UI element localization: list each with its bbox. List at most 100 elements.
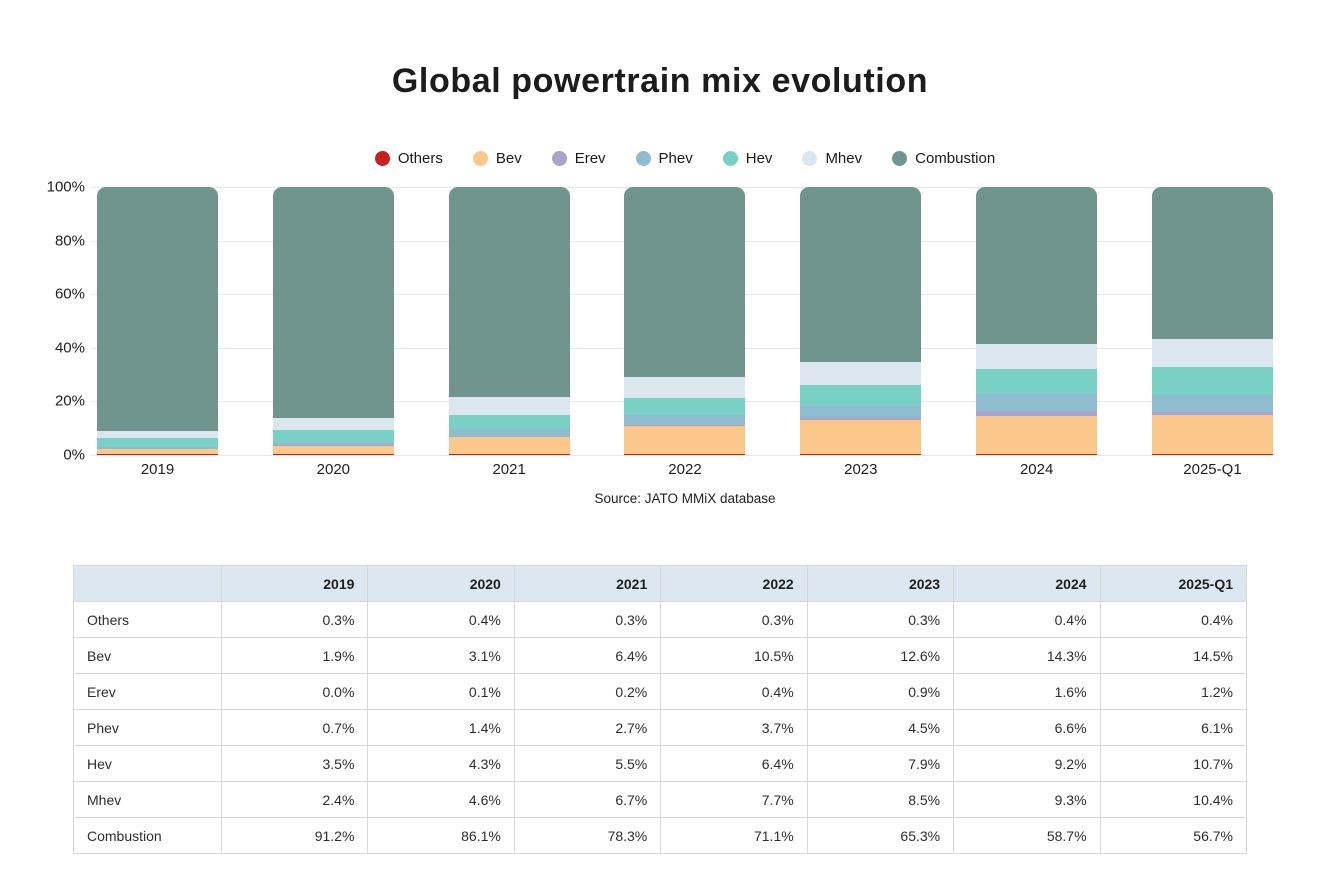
bar-2022 bbox=[624, 187, 746, 455]
legend-dot-icon bbox=[472, 151, 488, 166]
legend-label: Hev bbox=[745, 150, 773, 167]
table-cell: 12.6% bbox=[806, 637, 955, 674]
bar-segment-others-2021 bbox=[448, 454, 570, 455]
table-header-cell: 2020 bbox=[367, 565, 515, 602]
table-cell: 14.5% bbox=[1099, 637, 1248, 674]
bar-segment-phev-2019 bbox=[97, 447, 218, 450]
table-cell: 6.6% bbox=[953, 709, 1101, 746]
table-cell: 1.9% bbox=[220, 637, 369, 674]
legend-item-others: Others bbox=[374, 150, 443, 167]
bar-2021 bbox=[448, 187, 570, 455]
table-cell: 8.5% bbox=[806, 781, 955, 818]
chart-legend: Others Bev Erev Phev Hev Mhev Combustion bbox=[97, 150, 1273, 167]
bar-segment-combustion-2019 bbox=[97, 187, 218, 432]
bar-segment-bev-2023 bbox=[800, 420, 922, 455]
bar-segment-phev-2022 bbox=[624, 415, 746, 426]
legend-label: Erev bbox=[574, 150, 606, 167]
table-cell: 1.2% bbox=[1099, 673, 1248, 710]
y-axis-tick-label: 60% bbox=[54, 285, 85, 303]
table-cell: 0.2% bbox=[513, 673, 662, 710]
table-cell: 0.1% bbox=[367, 673, 515, 710]
bar-segment-phev-2023 bbox=[800, 405, 922, 418]
table-cell: 0.3% bbox=[806, 601, 955, 638]
table-cell: 7.7% bbox=[660, 781, 808, 818]
x-axis-tick-label: 2022 bbox=[668, 461, 702, 478]
bar-segment-mhev-2021 bbox=[448, 396, 570, 415]
table-cell: 6.4% bbox=[513, 637, 662, 674]
table-cell: 9.3% bbox=[953, 781, 1101, 818]
bar-segment-combustion-2021 bbox=[448, 187, 570, 397]
x-axis-tick-label: 2024 bbox=[1019, 461, 1054, 478]
legend-dot-icon bbox=[374, 151, 390, 166]
bar-segment-hev-2022 bbox=[624, 398, 746, 416]
table-cell: 2.4% bbox=[220, 781, 369, 818]
legend-dot-icon bbox=[635, 151, 651, 166]
bar-segment-combustion-2024 bbox=[976, 187, 1098, 345]
bar-segment-bev-2022 bbox=[624, 426, 746, 455]
legend-dot-icon bbox=[892, 151, 908, 166]
x-axis-tick-label: 2023 bbox=[844, 461, 878, 478]
y-axis-tick-label: 80% bbox=[54, 232, 85, 250]
table-cell: 71.1% bbox=[660, 817, 808, 854]
bar-segment-combustion-2025-q1 bbox=[1151, 187, 1273, 339]
bar-segment-erev-2024 bbox=[976, 411, 1098, 416]
bar-segment-erev-2022 bbox=[624, 425, 746, 427]
table-cell: 0.4% bbox=[1099, 601, 1248, 638]
legend-dot-icon bbox=[551, 151, 567, 166]
legend-dot-icon bbox=[722, 151, 738, 166]
table-cell: 91.2% bbox=[220, 817, 369, 854]
bar-2020 bbox=[272, 187, 394, 455]
source-note: Source: JATO MMiX database bbox=[594, 491, 776, 506]
legend-item-bev: Bev bbox=[472, 150, 522, 167]
row-label: Hev bbox=[73, 745, 222, 782]
bar-segment-combustion-2020 bbox=[272, 187, 394, 418]
table-cell: 14.3% bbox=[953, 637, 1101, 674]
y-axis-tick-label: 100% bbox=[46, 178, 85, 196]
table-cell: 0.0% bbox=[220, 673, 369, 710]
bar-segment-bev-2024 bbox=[976, 415, 1098, 454]
bar-segment-hev-2021 bbox=[448, 414, 570, 430]
table-cell: 0.4% bbox=[367, 601, 515, 638]
table-row-combustion: Combustion 91.2% 86.1% 78.3% 71.1% 65.3% 58.7%… bbox=[73, 817, 1248, 854]
table-row-others: Others 0.3% 0.4% 0.3% 0.3% 0.3% 0.4% 0.4% bbox=[73, 601, 1248, 638]
legend-item-phev: Phev bbox=[635, 150, 693, 167]
bar-segment-bev-2021 bbox=[448, 437, 570, 455]
bar-segment-erev-2021 bbox=[448, 436, 570, 438]
table-cell: 0.3% bbox=[513, 601, 662, 638]
y-axis-tick-label: 20% bbox=[54, 392, 85, 410]
bar-segment-mhev-2025-q1 bbox=[1151, 338, 1273, 367]
row-label: Mhev bbox=[73, 781, 222, 818]
bar-segment-phev-2024 bbox=[976, 393, 1098, 412]
table-cell: 9.2% bbox=[953, 745, 1101, 782]
bar-segment-erev-2023 bbox=[800, 417, 922, 421]
x-axis-tick-label: 2020 bbox=[316, 461, 351, 478]
table-header-cell: 2024 bbox=[953, 565, 1101, 602]
bar-segment-hev-2023 bbox=[800, 384, 922, 406]
bar-segment-others-2025-q1 bbox=[1151, 453, 1273, 455]
bar-segment-others-2023 bbox=[800, 454, 922, 455]
table-row-erev: Erev 0.0% 0.1% 0.2% 0.4% 0.9% 1.6% 1.2% bbox=[73, 673, 1248, 710]
table-cell: 0.9% bbox=[806, 673, 955, 710]
bar-segment-hev-2024 bbox=[976, 369, 1098, 394]
table-header-row: 2019 2020 2021 2022 2023 2024 2025-Q1 bbox=[73, 565, 1248, 602]
table-cell: 1.6% bbox=[953, 673, 1101, 710]
table-corner-cell bbox=[73, 565, 222, 602]
table-row-hev: Hev 3.5% 4.3% 5.5% 6.4% 7.9% 9.2% 10.7% bbox=[73, 745, 1248, 782]
legend-label: Mhev bbox=[825, 150, 863, 167]
gridline bbox=[90, 455, 1273, 456]
table-cell: 2.7% bbox=[513, 709, 662, 746]
bar-2025-q1 bbox=[1151, 187, 1273, 455]
bar-segment-erev-2025-q1 bbox=[1151, 411, 1273, 416]
table-cell: 86.1% bbox=[367, 817, 515, 854]
table-header-cell: 2021 bbox=[513, 565, 662, 602]
bar-segment-mhev-2019 bbox=[97, 431, 218, 438]
table-cell: 10.5% bbox=[660, 637, 808, 674]
chart-bars bbox=[97, 187, 1273, 455]
table-header-cell: 2025-Q1 bbox=[1099, 565, 1248, 602]
bar-segment-hev-2025-q1 bbox=[1151, 366, 1273, 396]
bar-segment-hev-2020 bbox=[272, 430, 394, 442]
row-label: Erev bbox=[73, 673, 222, 710]
stacked-bar-chart: 100% 80% 60% 40% 20% 0% bbox=[47, 179, 1273, 464]
bar-segment-mhev-2022 bbox=[624, 377, 746, 399]
bar-segment-phev-2021 bbox=[448, 429, 570, 437]
